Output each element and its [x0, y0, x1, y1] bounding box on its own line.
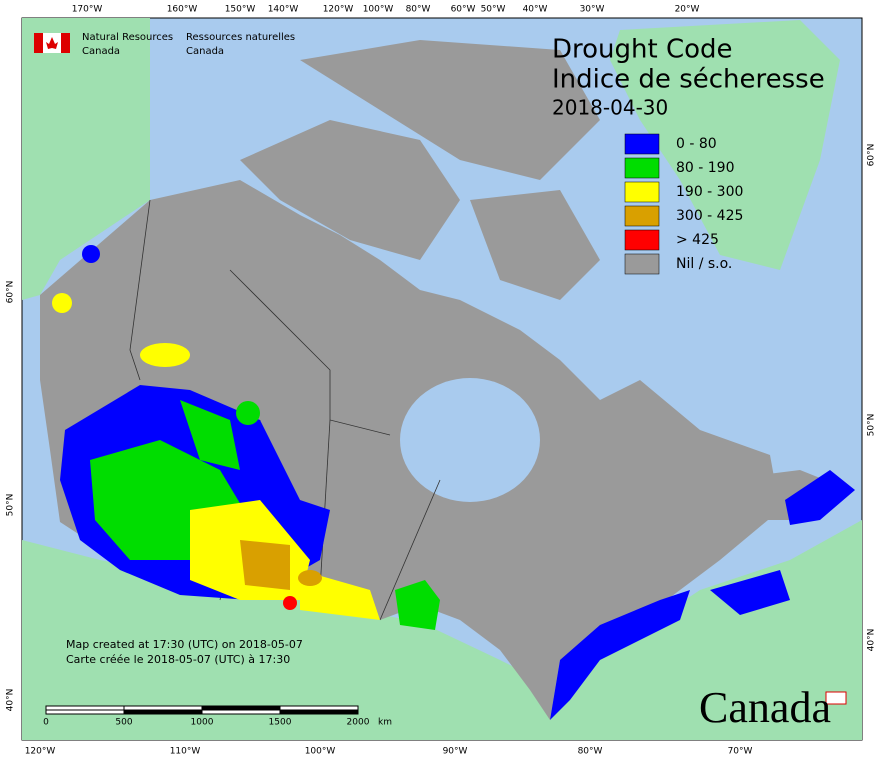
border: [319, 419, 331, 591]
legend-swatch: [624, 157, 660, 179]
top-graticule-label: 60°W: [451, 5, 476, 15]
legend-label: 80 - 190: [676, 160, 735, 176]
area-80-190: [180, 400, 240, 470]
scale-label: 500: [115, 718, 132, 728]
legend-swatch: [624, 229, 660, 251]
border: [229, 269, 391, 436]
note-fr: Carte créée le 2018-05-07 (UTC) à 17:30: [66, 653, 290, 666]
bottom-graticule-label: 110°W: [170, 747, 201, 757]
area-over-425: [283, 596, 297, 610]
top-graticule-label: 20°W: [675, 5, 700, 15]
area-190-300: [52, 293, 72, 313]
right-graticule-label: 40°N: [867, 629, 877, 652]
bottom-graticule-label: 120°W: [25, 747, 56, 757]
bottom-graticule-label: 80°W: [578, 747, 603, 757]
area-0-80: [550, 590, 690, 720]
agency-en: Natural Resources: [82, 32, 173, 43]
scale-bar: [45, 705, 359, 715]
arctic-islands: [240, 120, 460, 260]
border: [129, 199, 151, 381]
baffin: [470, 190, 600, 300]
flag-left: [34, 33, 43, 53]
top-graticule-label: 40°W: [523, 5, 548, 15]
legend-swatch: [624, 133, 660, 155]
top-graticule-label: 100°W: [363, 5, 394, 15]
area-0-80: [785, 470, 855, 525]
country-en: Canada: [82, 46, 120, 57]
title-fr: Indice de sécheresse: [552, 65, 825, 95]
area-190-300: [140, 343, 190, 367]
scale-label: 1000: [191, 718, 214, 728]
legend-label: > 425: [676, 232, 719, 248]
left-graticule-label: 60°N: [6, 281, 16, 304]
wordmark: Canada: [699, 683, 831, 732]
area-80-190: [236, 401, 260, 425]
scale-label: 2000: [347, 718, 370, 728]
right-graticule-label: 60°N: [867, 144, 877, 167]
border: [379, 479, 441, 621]
legend-label: 0 - 80: [676, 136, 717, 152]
legend-swatch: [624, 253, 660, 275]
country-fr: Canada: [186, 46, 224, 57]
scale-seg: [123, 709, 203, 715]
scale-seg: [201, 705, 281, 711]
scale-seg: [45, 705, 125, 711]
bottom-graticule-label: 70°W: [728, 747, 753, 757]
scale-label: 1500: [269, 718, 292, 728]
legend-label: 300 - 425: [676, 208, 743, 224]
top-graticule-label: 30°W: [580, 5, 605, 15]
top-graticule-label: 50°W: [481, 5, 506, 15]
united-states: [22, 520, 862, 740]
alaska: [22, 18, 150, 300]
flag-right: [61, 33, 70, 53]
area-300-425: [240, 540, 290, 590]
legend-swatch: [624, 205, 660, 227]
left-graticule-label: 40°N: [6, 689, 16, 712]
left-graticule-label: 50°N: [6, 494, 16, 517]
map-date: 2018-04-30: [552, 96, 668, 120]
scale-label: 0: [43, 718, 49, 728]
land-foreign: [22, 18, 862, 740]
title-en: Drought Code: [552, 35, 733, 65]
scale-unit: km: [378, 718, 392, 728]
top-graticule-label: 150°W: [225, 5, 256, 15]
agency-fr: Ressources naturelles: [186, 32, 295, 43]
drought-areas: [52, 245, 855, 720]
top-graticule-label: 170°W: [72, 5, 103, 15]
legend-label: Nil / s.o.: [676, 256, 732, 272]
hudson-bay: [400, 378, 540, 502]
scale-seg: [279, 709, 359, 715]
top-graticule-label: 140°W: [268, 5, 299, 15]
area-300-425: [298, 570, 322, 586]
greenland: [610, 20, 840, 270]
right-graticule-label: 50°N: [867, 414, 877, 437]
area-190-300: [300, 570, 380, 620]
wordmark-flag: [825, 691, 847, 705]
legend-swatch: [624, 181, 660, 203]
maple-leaf: [46, 37, 58, 49]
ellesmere: [300, 40, 600, 180]
legend-label: 190 - 300: [676, 184, 743, 200]
area-80-190: [395, 580, 440, 630]
area-0-80: [82, 245, 100, 263]
top-graticule-label: 120°W: [323, 5, 354, 15]
area-0-80: [710, 570, 790, 615]
bottom-graticule-label: 90°W: [443, 747, 468, 757]
bottom-graticule-label: 100°W: [305, 747, 336, 757]
top-graticule-label: 80°W: [406, 5, 431, 15]
note-en: Map created at 17:30 (UTC) on 2018-05-07: [66, 638, 303, 651]
top-graticule-label: 160°W: [167, 5, 198, 15]
